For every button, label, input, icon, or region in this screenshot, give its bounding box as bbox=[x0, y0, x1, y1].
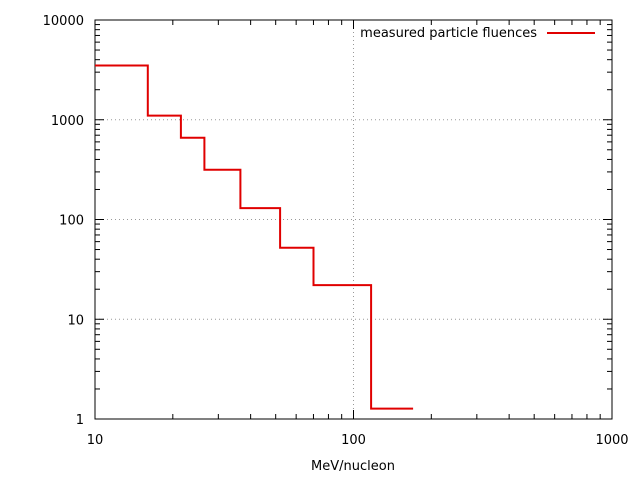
y-tick-labels: 1 10 100 1000 10000 bbox=[43, 14, 84, 428]
x-axis-label: MeV/nucleon bbox=[311, 459, 395, 474]
series-layer bbox=[95, 64, 414, 410]
y-tick-label: 1000 bbox=[51, 114, 84, 129]
x-tick-label: 1000 bbox=[595, 433, 628, 448]
x-tick-labels: 10 100 1000 bbox=[87, 433, 629, 448]
x-tick-label: 100 bbox=[341, 433, 366, 448]
plot-frame bbox=[94, 19, 613, 420]
axis-ticks bbox=[94, 19, 613, 420]
y-tick-label: 10 bbox=[67, 313, 84, 328]
legend-label: measured particle fluences bbox=[360, 26, 537, 41]
y-tick-label: 10000 bbox=[43, 14, 84, 29]
series-line bbox=[95, 64, 414, 410]
y-tick-label: 1 bbox=[76, 413, 84, 428]
grid-lines bbox=[95, 20, 612, 419]
y-tick-label: 100 bbox=[59, 214, 84, 229]
legend: measured particle fluences bbox=[360, 26, 595, 41]
x-tick-label: 10 bbox=[87, 433, 104, 448]
